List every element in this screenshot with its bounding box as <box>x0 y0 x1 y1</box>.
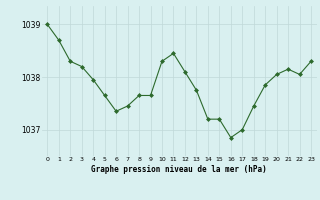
X-axis label: Graphe pression niveau de la mer (hPa): Graphe pression niveau de la mer (hPa) <box>91 165 267 174</box>
